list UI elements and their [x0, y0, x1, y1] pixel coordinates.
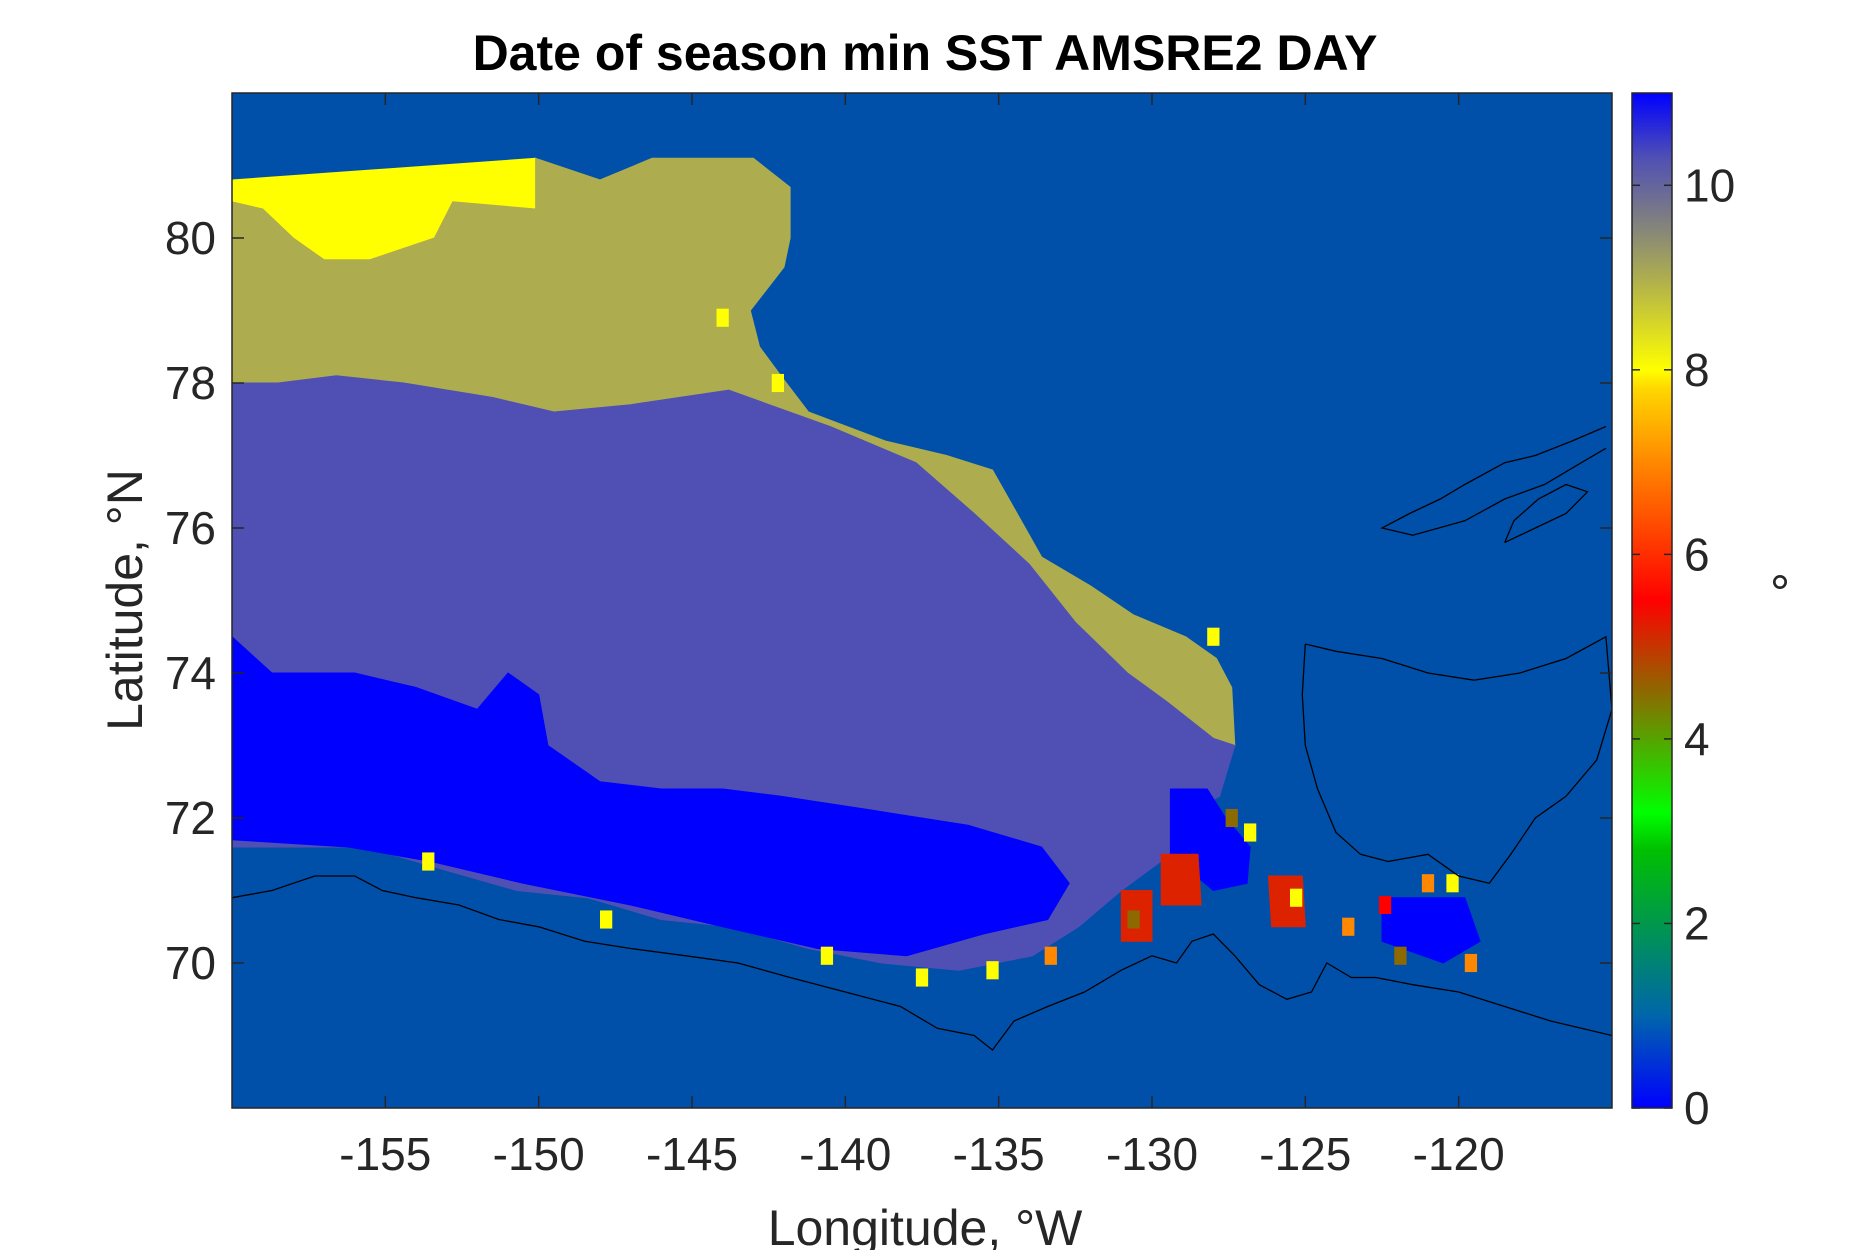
heatmap-cell-0 — [716, 308, 729, 327]
heatmap-cell-7 — [1044, 946, 1057, 965]
heatmap-cell-18 — [1207, 627, 1220, 646]
coastline-1 — [1301, 635, 1612, 885]
heatmap-cell-11 — [1290, 888, 1303, 907]
heatmap-cell-13 — [1378, 895, 1392, 915]
heatmap-cell-17 — [1464, 953, 1478, 973]
y-axis-label: Latitude, °N — [97, 469, 153, 731]
y-tick-label: 78 — [165, 357, 216, 409]
colorbar-tick-label: 0 — [1684, 1082, 1710, 1134]
x-tick-label: -145 — [646, 1128, 738, 1180]
x-tick-label: -155 — [339, 1128, 431, 1180]
colorbar-bar — [1631, 92, 1673, 1109]
heatmap-cell-1 — [771, 373, 784, 393]
coastline-0 — [232, 875, 1612, 1051]
heatmap-region-6 — [1160, 853, 1202, 906]
y-tick-label: 76 — [165, 502, 216, 554]
colorbar-tick-label: 4 — [1684, 713, 1710, 765]
heatmap-cell-4 — [820, 946, 834, 965]
x-tick-label: -125 — [1259, 1128, 1351, 1180]
x-tick-label: -130 — [1106, 1128, 1198, 1180]
plot-area — [232, 93, 1612, 1108]
heatmap-cell-15 — [1421, 874, 1435, 893]
chart-title: Date of season min SST AMSRE2 DAY — [473, 25, 1378, 81]
plot-inner — [232, 93, 1612, 1108]
x-tick-label: -150 — [493, 1128, 585, 1180]
plot-frame — [231, 92, 1613, 1109]
heatmap-cell-6 — [986, 961, 999, 980]
heatmap-cell-16 — [1446, 874, 1459, 893]
y-tick-label: 74 — [165, 647, 216, 699]
heatmap-cell-10 — [1244, 823, 1257, 842]
heatmap-cell-5 — [915, 968, 929, 987]
heatmap-cell-9 — [1225, 808, 1238, 828]
heatmap-cell-3 — [600, 910, 613, 929]
y-tick-label: 72 — [165, 792, 216, 844]
colorbar-unit-label: ° — [1770, 565, 1790, 621]
x-tick-label: -140 — [799, 1128, 891, 1180]
y-tick-label: 80 — [165, 212, 216, 264]
x-axis-label: Longitude, °W — [768, 1200, 1083, 1250]
coastline-2 — [1380, 425, 1607, 536]
colorbar-tick-label: 8 — [1684, 344, 1710, 396]
colorbar-tick-label: 6 — [1684, 528, 1710, 580]
x-tick-label: -120 — [1413, 1128, 1505, 1180]
colorbar: 0 2 4 6 8 10 — [1631, 92, 1735, 1134]
heatmap-cell-14 — [1394, 946, 1407, 965]
x-tick-label: -135 — [953, 1128, 1045, 1180]
y-tick-label: 70 — [165, 937, 216, 989]
heatmap-cell-8 — [1127, 910, 1140, 929]
heatmap-region-3 — [232, 636, 1070, 957]
coastline-3 — [1504, 483, 1589, 544]
heatmap-cell-2 — [422, 852, 435, 871]
colorbar-tick-label: 10 — [1684, 159, 1735, 211]
colorbar-tick-label: 2 — [1684, 897, 1710, 949]
heatmap-region-5 — [1381, 897, 1481, 964]
heatmap-cell-12 — [1342, 917, 1355, 936]
axes: -155 -150 -145 -140 -135 -130 -125 -120 70 72 74 76… — [165, 92, 1613, 1180]
